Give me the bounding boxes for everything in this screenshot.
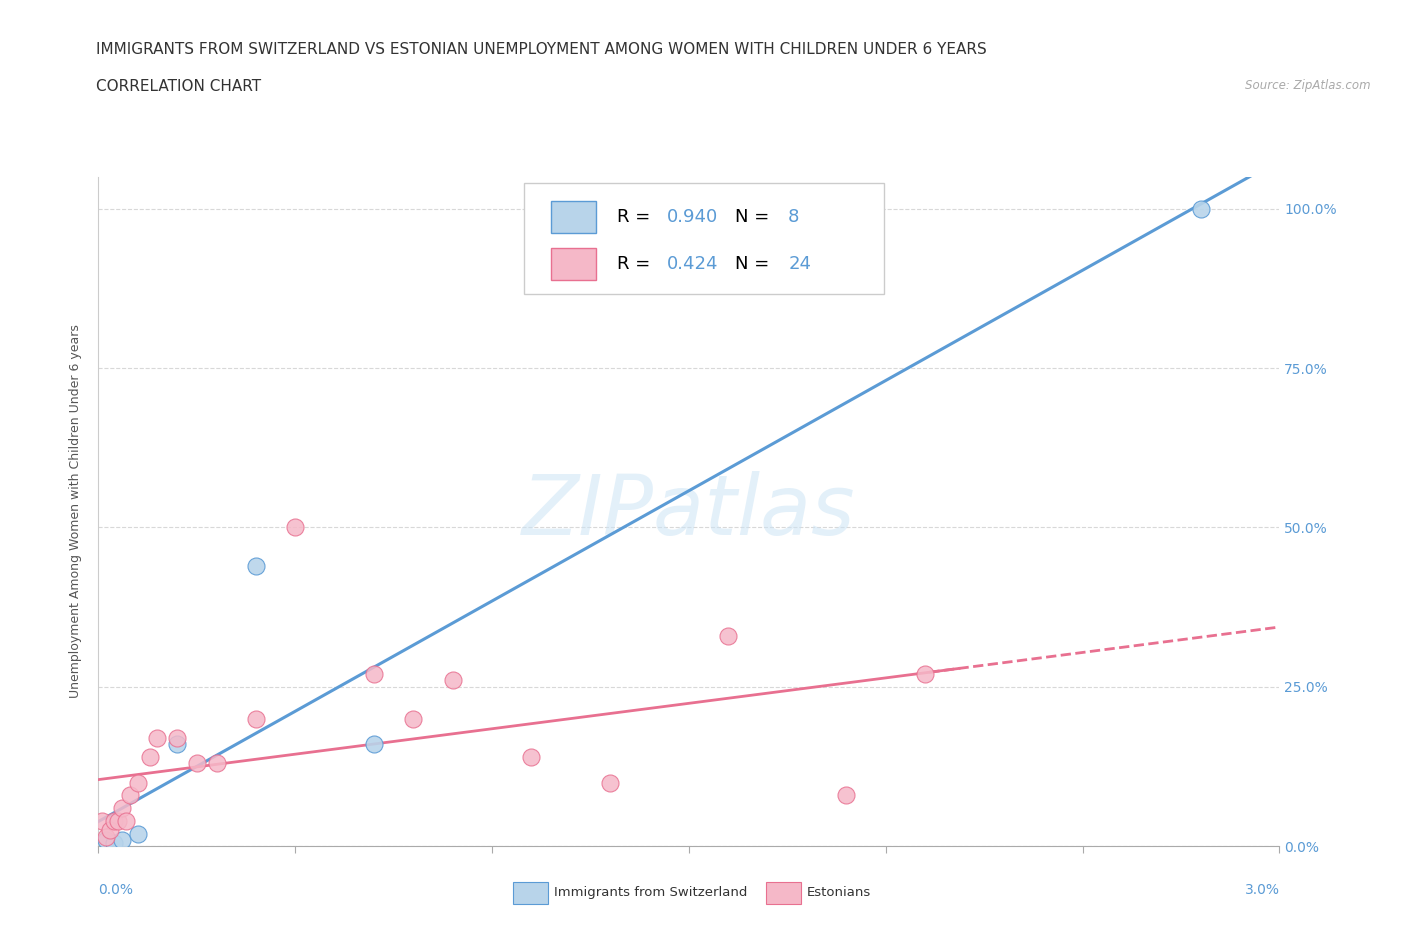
- Point: [107, 814, 129, 829]
- Text: 24: 24: [789, 255, 811, 272]
- Y-axis label: Unemployment Among Women with Children Under 6 years: Unemployment Among Women with Children U…: [69, 325, 83, 698]
- Point: [98, 823, 121, 838]
- Text: 0.0%: 0.0%: [98, 884, 134, 897]
- Point: [166, 737, 188, 751]
- FancyBboxPatch shape: [551, 247, 596, 280]
- Point: [118, 788, 141, 803]
- Point: [402, 711, 425, 726]
- Point: [111, 832, 134, 847]
- Text: 0.424: 0.424: [666, 255, 718, 272]
- Text: CORRELATION CHART: CORRELATION CHART: [96, 79, 260, 94]
- Text: 0.940: 0.940: [666, 208, 717, 226]
- FancyBboxPatch shape: [551, 201, 596, 232]
- Point: [717, 629, 740, 644]
- Text: N =: N =: [735, 208, 775, 226]
- Point: [186, 756, 208, 771]
- Text: 3.0%: 3.0%: [1244, 884, 1279, 897]
- Point: [96, 830, 118, 844]
- Text: N =: N =: [735, 255, 775, 272]
- Point: [96, 832, 118, 847]
- Text: IMMIGRANTS FROM SWITZERLAND VS ESTONIAN UNEMPLOYMENT AMONG WOMEN WITH CHILDREN U: IMMIGRANTS FROM SWITZERLAND VS ESTONIAN …: [96, 42, 987, 57]
- FancyBboxPatch shape: [523, 183, 884, 294]
- Point: [363, 737, 385, 751]
- Text: R =: R =: [617, 255, 655, 272]
- Text: Estonians: Estonians: [807, 886, 872, 899]
- Point: [146, 730, 169, 745]
- Point: [103, 836, 125, 851]
- Text: R =: R =: [617, 208, 655, 226]
- Point: [115, 814, 138, 829]
- Point: [441, 673, 464, 688]
- Point: [1189, 201, 1212, 216]
- Text: 8: 8: [789, 208, 800, 226]
- Text: Immigrants from Switzerland: Immigrants from Switzerland: [554, 886, 748, 899]
- Point: [520, 750, 543, 764]
- Point: [245, 558, 267, 573]
- Point: [245, 711, 267, 726]
- Point: [138, 750, 160, 764]
- Point: [111, 801, 134, 816]
- Point: [166, 730, 188, 745]
- Point: [599, 775, 621, 790]
- Point: [205, 756, 228, 771]
- Point: [91, 814, 114, 829]
- Text: ZIPatlas: ZIPatlas: [522, 471, 856, 552]
- Point: [127, 775, 149, 790]
- Point: [103, 814, 125, 829]
- Point: [127, 826, 149, 841]
- Point: [363, 667, 385, 682]
- Text: Source: ZipAtlas.com: Source: ZipAtlas.com: [1246, 79, 1371, 92]
- Point: [914, 667, 936, 682]
- Point: [835, 788, 858, 803]
- Point: [284, 520, 307, 535]
